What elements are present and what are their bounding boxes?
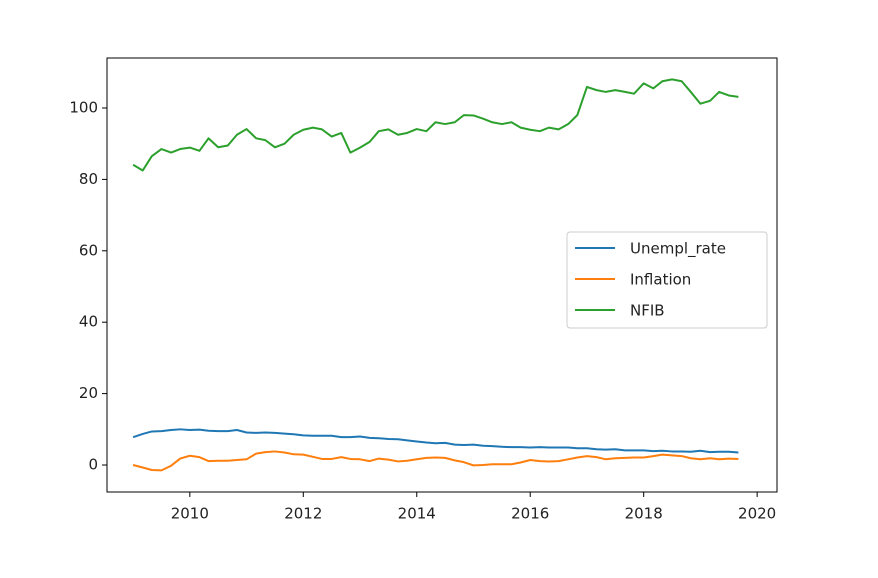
legend-label: NFIB: [630, 302, 665, 320]
series-line: [132, 78, 739, 172]
x-tick-label: 2018: [625, 505, 663, 523]
legend-box: [566, 231, 768, 329]
series-line: [132, 428, 739, 454]
plot-frame: [106, 57, 778, 493]
legend: Unempl_rate Inflation NFIB: [566, 231, 768, 329]
y-tick-label: 0: [88, 456, 98, 474]
legend-label: Inflation: [630, 271, 691, 289]
x-tick-label: 2012: [284, 505, 322, 523]
series-line: [132, 450, 739, 472]
x-tick-label: 2016: [511, 505, 549, 523]
x-tick-label: 2010: [171, 505, 209, 523]
x-tick-label: 2020: [738, 505, 776, 523]
y-tick-label: 100: [69, 98, 98, 116]
legend-label: Unempl_rate: [630, 240, 726, 259]
x-tick-label: 2014: [398, 505, 436, 523]
y-tick-label: 60: [79, 241, 98, 259]
y-tick-label: 40: [79, 313, 98, 331]
y-tick-label: 80: [79, 170, 98, 188]
y-tick-label: 20: [79, 384, 98, 402]
